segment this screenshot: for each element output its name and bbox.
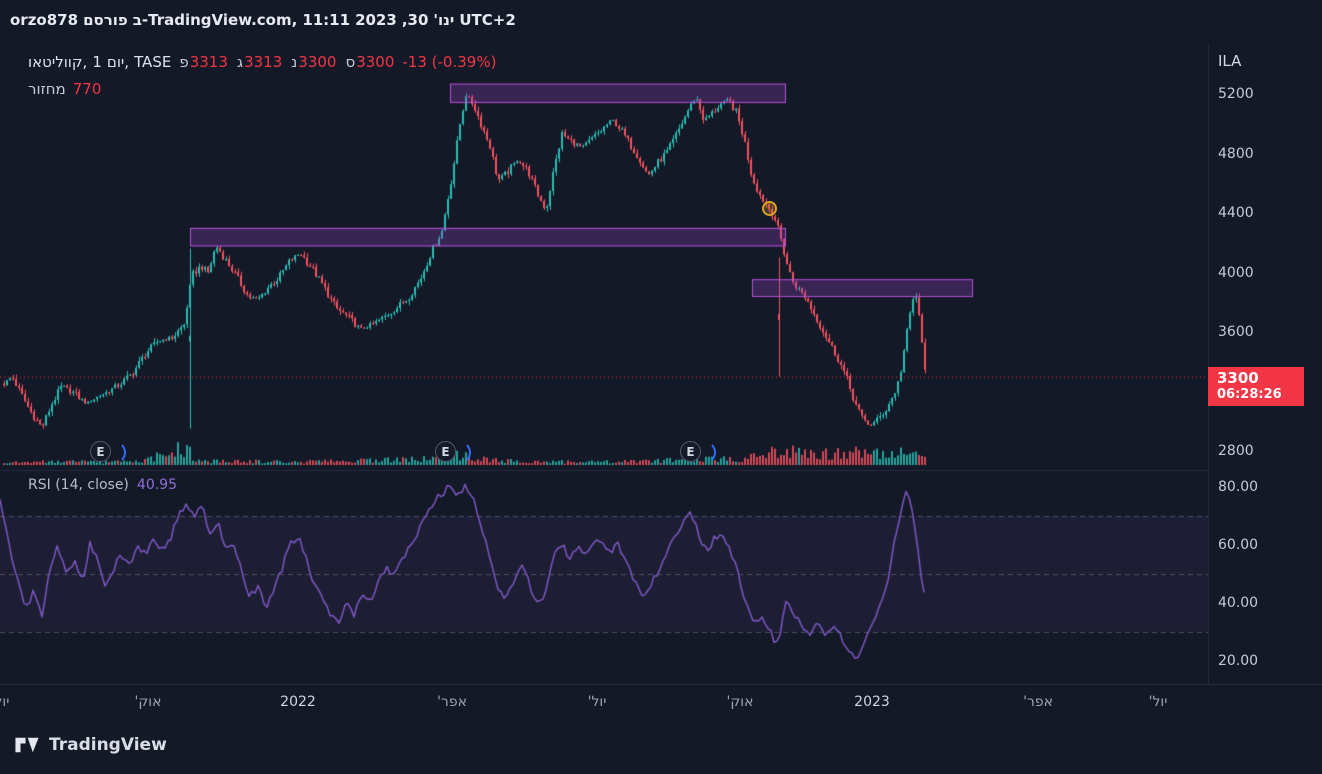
attribution-token: UTC+2 xyxy=(459,11,516,29)
rsi-pane-canvas[interactable] xyxy=(0,470,1208,682)
time-axis-label: אפר' xyxy=(1023,694,1053,710)
ohlc-item: ג 3313 xyxy=(237,53,282,71)
symbol-token: קווליטאו, xyxy=(28,53,88,71)
volume-value: 770 xyxy=(72,80,102,98)
time-axis-label: אוק' xyxy=(134,694,162,710)
time-axis-label: אפר' xyxy=(437,694,467,710)
currency-label: ILA xyxy=(1218,52,1242,70)
symbol-title[interactable]: קווליטאו, 1 יום, TASE xyxy=(28,53,171,71)
attribution-token: orzo878 xyxy=(10,11,79,29)
earnings-marker[interactable]: E xyxy=(90,441,126,464)
ohlc-item: נ 3300 xyxy=(291,53,336,71)
earnings-badge-icon: E xyxy=(680,441,701,462)
earnings-arc-icon xyxy=(693,441,716,464)
ohlc-label: ס xyxy=(345,53,356,71)
ohlc-values: פ 3313 ג 3313 נ 3300 ס 3300 xyxy=(179,53,394,71)
brand-name: TradingView xyxy=(49,735,167,755)
footer-brand[interactable]: TradingView xyxy=(14,734,167,756)
price-tick: 5200 xyxy=(1218,86,1254,102)
last-price-value: 3300 xyxy=(1217,369,1259,387)
price-tick: 4000 xyxy=(1218,264,1254,281)
price-tick: 4800 xyxy=(1218,145,1254,162)
ohlc-label: ג xyxy=(236,53,244,71)
tradingview-logo-icon xyxy=(15,737,39,753)
ohlc-item: ס 3300 xyxy=(345,53,394,71)
pane-separator[interactable] xyxy=(0,470,1208,471)
earnings-marker[interactable]: E xyxy=(680,441,716,464)
rsi-value: 40.95 xyxy=(136,477,177,493)
change-value: -13 (-0.39%) xyxy=(402,53,497,71)
attribution-token: 11:11 xyxy=(302,11,351,29)
time-axis-label: אוק' xyxy=(726,694,754,710)
ohlc-value: 3300 xyxy=(356,53,395,71)
rsi-tick: 40.00 xyxy=(1218,595,1259,611)
rsi-tick: 80.00 xyxy=(1218,479,1259,495)
earnings-arc-icon xyxy=(448,441,471,464)
time-axis-label: יול' xyxy=(0,694,10,710)
symbol-token: יום, xyxy=(106,53,130,71)
price-scale-separator xyxy=(1208,45,1209,684)
volume-legend: מחזור 770 xyxy=(28,80,101,98)
ohlc-label: פ xyxy=(179,53,189,71)
countdown-timer: 06:28:26 xyxy=(1217,387,1282,402)
ohlc-label: נ xyxy=(291,53,298,71)
volume-label: מחזור xyxy=(28,80,66,98)
symbol-token: TASE xyxy=(134,53,172,71)
last-price-label: 3300 06:28:26 xyxy=(1208,367,1304,406)
rsi-tick: 20.00 xyxy=(1218,653,1259,669)
attribution-token: ינו' xyxy=(433,11,455,29)
attribution-token: ,30 xyxy=(401,11,429,29)
price-tick: 4400 xyxy=(1218,205,1254,221)
earnings-badge-icon: E xyxy=(90,441,111,462)
attribution-bar: orzo878 פורסם ב-TradingView.com, 11:11 2023,… xyxy=(10,11,516,29)
idea-marker-icon[interactable] xyxy=(762,200,777,216)
time-axis-separator xyxy=(0,684,1322,685)
earnings-badge-icon: E xyxy=(435,441,456,462)
attribution-token: ב-TradingView.com, xyxy=(132,11,298,29)
attribution-token: 2023 xyxy=(355,11,397,29)
ohlc-item: פ 3313 xyxy=(179,53,228,71)
earnings-arc-icon xyxy=(103,441,126,464)
time-axis-label: 2023 xyxy=(854,694,890,710)
time-axis-label: 2022 xyxy=(280,694,316,710)
rsi-legend: RSI (14, close) 40.95 xyxy=(28,477,177,493)
rsi-tick: 60.00 xyxy=(1218,537,1259,553)
attribution-token: פורסם xyxy=(83,11,128,29)
price-tick: 2800 xyxy=(1218,443,1254,459)
time-axis-label: יול' xyxy=(1148,694,1168,710)
symbol-legend: קווליטאו, 1 יום, TASE פ 3313 ג 3313 נ 3300 ס 3300 … xyxy=(28,53,496,71)
price-tick: 3600 xyxy=(1218,324,1254,340)
earnings-marker[interactable]: E xyxy=(435,441,471,464)
symbol-token: 1 xyxy=(92,53,102,71)
time-axis-label: יול' xyxy=(587,694,607,710)
price-pane-canvas[interactable] xyxy=(0,45,1208,470)
ohlc-value: 3300 xyxy=(298,53,337,71)
rsi-title: RSI (14, close) xyxy=(28,477,129,493)
ohlc-value: 3313 xyxy=(189,53,228,71)
ohlc-value: 3313 xyxy=(244,53,283,71)
